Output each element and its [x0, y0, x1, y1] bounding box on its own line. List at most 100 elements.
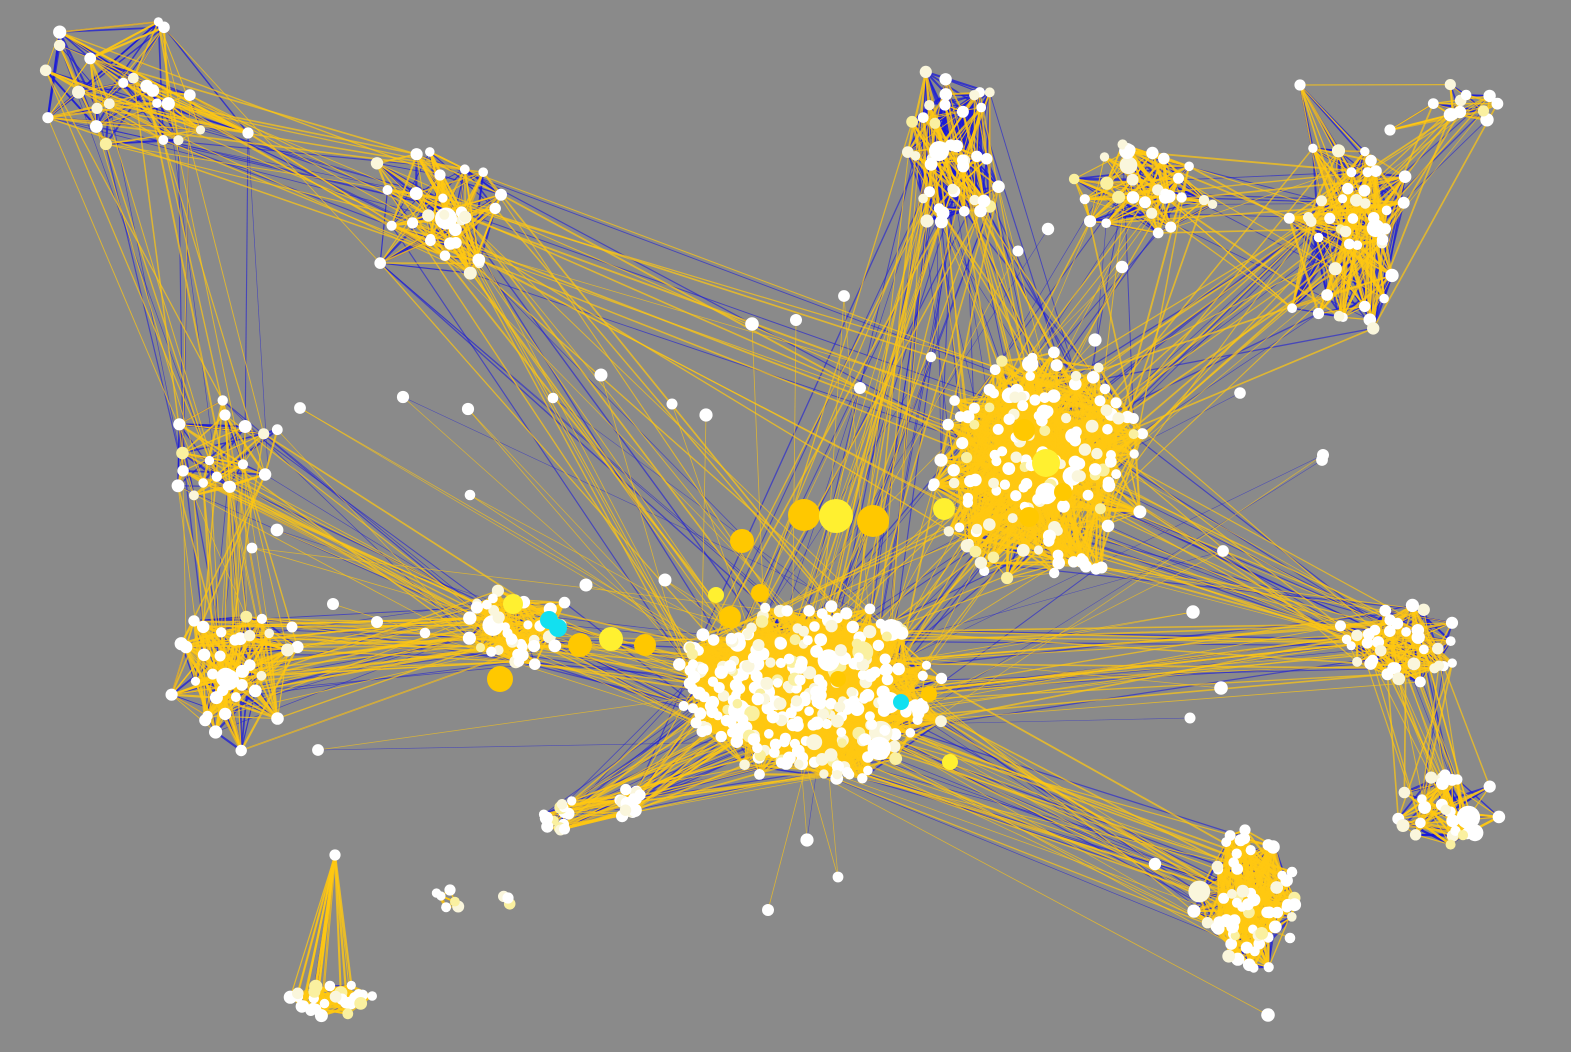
graph-node[interactable]	[816, 608, 828, 619]
graph-node[interactable]	[774, 637, 787, 650]
graph-node-high-degree[interactable]	[933, 498, 955, 520]
graph-node[interactable]	[1368, 212, 1380, 224]
graph-node[interactable]	[947, 141, 958, 152]
graph-node[interactable]	[741, 659, 755, 673]
graph-node[interactable]	[190, 676, 201, 686]
graph-node[interactable]	[463, 266, 477, 280]
graph-node[interactable]	[699, 408, 713, 422]
graph-node[interactable]	[954, 522, 965, 533]
graph-node[interactable]	[1409, 829, 1422, 841]
graph-node[interactable]	[824, 748, 838, 762]
graph-node[interactable]	[1048, 346, 1060, 359]
graph-node[interactable]	[1025, 371, 1035, 382]
graph-node[interactable]	[472, 253, 486, 267]
graph-node[interactable]	[396, 390, 410, 404]
graph-node[interactable]	[881, 631, 892, 642]
graph-node[interactable]	[1287, 912, 1297, 922]
graph-node[interactable]	[974, 556, 988, 569]
graph-node[interactable]	[976, 102, 987, 113]
graph-node[interactable]	[956, 437, 969, 450]
graph-node[interactable]	[1039, 392, 1051, 403]
graph-node[interactable]	[1224, 830, 1236, 841]
graph-node[interactable]	[794, 674, 806, 686]
graph-node[interactable]	[1069, 434, 1081, 447]
graph-node[interactable]	[1057, 500, 1070, 513]
graph-node[interactable]	[799, 695, 811, 707]
graph-node[interactable]	[329, 849, 341, 861]
graph-node[interactable]	[1112, 190, 1126, 204]
graph-node[interactable]	[858, 733, 872, 746]
graph-node[interactable]	[314, 1009, 328, 1023]
graph-node[interactable]	[1201, 917, 1214, 929]
graph-node[interactable]	[714, 665, 728, 679]
graph-node[interactable]	[750, 670, 763, 683]
graph-node[interactable]	[1226, 920, 1239, 934]
graph-node[interactable]	[197, 648, 211, 662]
graph-node[interactable]	[371, 616, 383, 628]
graph-node[interactable]	[888, 740, 901, 753]
graph-node[interactable]	[217, 395, 228, 406]
graph-node[interactable]	[1429, 663, 1440, 674]
graph-node[interactable]	[1198, 194, 1210, 206]
graph-node[interactable]	[1321, 289, 1333, 301]
graph-node-high-degree[interactable]	[708, 587, 724, 603]
graph-node[interactable]	[1401, 627, 1411, 637]
graph-node[interactable]	[1247, 893, 1261, 907]
graph-node[interactable]	[307, 1002, 320, 1015]
graph-node[interactable]	[803, 666, 817, 680]
graph-node[interactable]	[308, 985, 321, 998]
graph-node[interactable]	[1210, 922, 1221, 933]
graph-node[interactable]	[386, 220, 397, 231]
graph-node[interactable]	[690, 717, 702, 729]
graph-node[interactable]	[237, 459, 249, 470]
graph-node[interactable]	[817, 649, 840, 672]
graph-node[interactable]	[678, 700, 689, 712]
graph-node[interactable]	[1184, 712, 1196, 724]
graph-node[interactable]	[731, 689, 741, 700]
graph-node[interactable]	[1483, 89, 1496, 103]
graph-node[interactable]	[240, 610, 253, 623]
graph-node[interactable]	[1068, 173, 1080, 185]
graph-node[interactable]	[989, 449, 1000, 461]
graph-node[interactable]	[1222, 949, 1236, 963]
graph-node[interactable]	[832, 871, 844, 883]
graph-node[interactable]	[1328, 262, 1342, 276]
graph-node[interactable]	[989, 364, 1001, 376]
graph-node-high-degree[interactable]	[730, 529, 754, 553]
graph-node[interactable]	[1350, 194, 1363, 207]
graph-node[interactable]	[732, 698, 743, 709]
graph-node[interactable]	[866, 719, 878, 730]
graph-node[interactable]	[1088, 333, 1102, 347]
graph-node[interactable]	[1176, 192, 1187, 203]
graph-node[interactable]	[1362, 628, 1375, 641]
graph-node[interactable]	[1392, 672, 1406, 686]
graph-node[interactable]	[825, 600, 838, 613]
graph-node[interactable]	[558, 596, 571, 609]
graph-node[interactable]	[694, 707, 707, 720]
graph-node[interactable]	[1270, 881, 1284, 894]
graph-node[interactable]	[962, 497, 974, 508]
graph-node[interactable]	[864, 603, 876, 615]
graph-node[interactable]	[724, 659, 737, 672]
graph-node[interactable]	[1082, 489, 1094, 501]
graph-node-high-degree[interactable]	[568, 633, 592, 657]
graph-node[interactable]	[832, 612, 843, 624]
graph-node[interactable]	[1249, 946, 1260, 957]
graph-node[interactable]	[1419, 644, 1429, 655]
graph-node[interactable]	[1146, 207, 1158, 219]
graph-node[interactable]	[256, 670, 267, 681]
graph-node[interactable]	[324, 980, 336, 992]
graph-node[interactable]	[1352, 656, 1363, 667]
graph-node[interactable]	[1245, 845, 1256, 856]
graph-node-highlighted[interactable]	[549, 619, 567, 637]
graph-node[interactable]	[772, 678, 783, 688]
graph-node[interactable]	[895, 626, 909, 640]
graph-node[interactable]	[235, 744, 247, 757]
graph-node[interactable]	[475, 642, 486, 653]
graph-node[interactable]	[207, 668, 219, 680]
graph-node[interactable]	[1075, 554, 1089, 569]
graph-node[interactable]	[791, 744, 805, 758]
graph-node[interactable]	[696, 628, 710, 642]
graph-node[interactable]	[980, 153, 993, 165]
graph-node[interactable]	[1384, 124, 1396, 136]
